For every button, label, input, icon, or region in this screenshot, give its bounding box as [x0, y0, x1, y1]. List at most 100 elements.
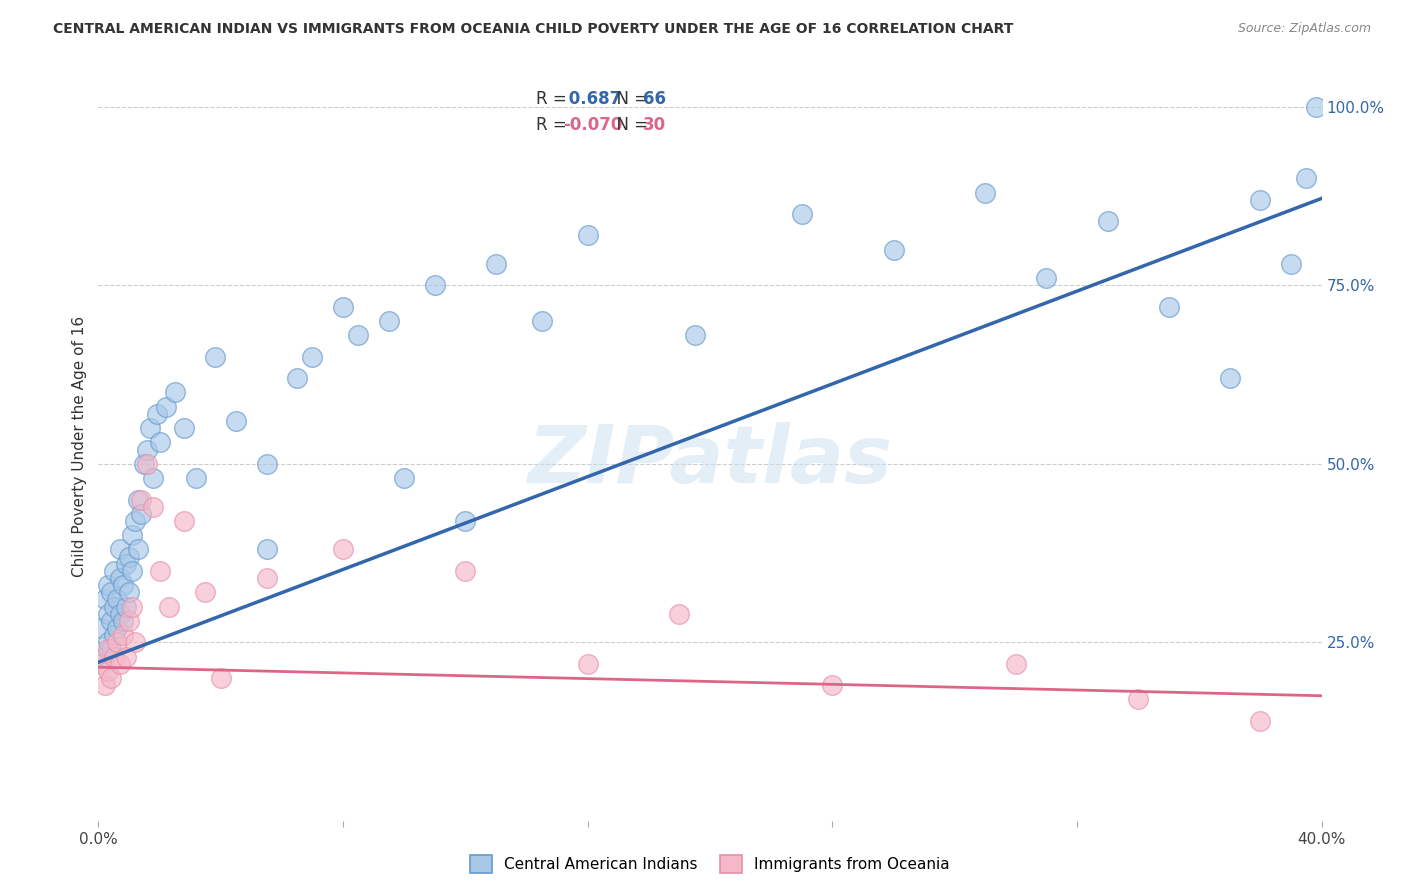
- Text: 30: 30: [643, 116, 666, 135]
- Point: [115, 557, 138, 571]
- Point: [576, 657, 599, 671]
- Point: [97, 578, 120, 592]
- Point: [1219, 371, 1241, 385]
- Point: [97, 635, 120, 649]
- Point: [108, 657, 131, 671]
- Point: [423, 278, 446, 293]
- Point: [1157, 300, 1180, 314]
- Point: [118, 585, 141, 599]
- Point: [108, 542, 131, 557]
- Point: [127, 492, 149, 507]
- Point: [332, 300, 354, 314]
- Point: [90, 657, 112, 671]
- Point: [105, 621, 128, 635]
- Point: [256, 571, 278, 585]
- Point: [108, 607, 131, 621]
- Point: [1305, 100, 1327, 114]
- Point: [149, 435, 172, 450]
- Point: [256, 542, 278, 557]
- Point: [100, 671, 122, 685]
- Point: [1004, 657, 1026, 671]
- Point: [118, 614, 141, 628]
- Point: [163, 385, 186, 400]
- Point: [821, 678, 844, 692]
- Point: [285, 371, 308, 385]
- Point: [103, 599, 125, 614]
- Text: Source: ZipAtlas.com: Source: ZipAtlas.com: [1237, 22, 1371, 36]
- Point: [136, 457, 159, 471]
- Point: [194, 585, 217, 599]
- Point: [103, 564, 125, 578]
- Text: ZIPatlas: ZIPatlas: [527, 422, 893, 500]
- Point: [142, 500, 165, 514]
- Point: [93, 678, 115, 692]
- Point: [576, 228, 599, 243]
- Point: [157, 599, 180, 614]
- Point: [121, 564, 143, 578]
- Point: [136, 442, 159, 457]
- Point: [225, 414, 247, 428]
- Point: [111, 628, 134, 642]
- Point: [883, 243, 905, 257]
- Point: [186, 471, 208, 485]
- Point: [485, 257, 508, 271]
- Point: [105, 635, 128, 649]
- Point: [124, 514, 146, 528]
- Point: [93, 649, 115, 664]
- Point: [790, 207, 813, 221]
- Point: [378, 314, 401, 328]
- Point: [97, 607, 120, 621]
- Point: [124, 635, 146, 649]
- Point: [105, 592, 128, 607]
- Point: [93, 592, 115, 607]
- Point: [100, 614, 122, 628]
- Point: [115, 649, 138, 664]
- Point: [90, 621, 112, 635]
- Point: [142, 471, 165, 485]
- Point: [209, 671, 232, 685]
- Point: [100, 642, 122, 657]
- Point: [454, 514, 477, 528]
- Text: 66: 66: [643, 90, 666, 108]
- Point: [256, 457, 278, 471]
- Point: [108, 571, 131, 585]
- Point: [1279, 257, 1302, 271]
- Legend: Central American Indians, Immigrants from Oceania: Central American Indians, Immigrants fro…: [463, 847, 957, 880]
- Point: [149, 564, 172, 578]
- Point: [1295, 171, 1317, 186]
- Point: [129, 507, 152, 521]
- Text: CENTRAL AMERICAN INDIAN VS IMMIGRANTS FROM OCEANIA CHILD POVERTY UNDER THE AGE O: CENTRAL AMERICAN INDIAN VS IMMIGRANTS FR…: [53, 22, 1014, 37]
- Point: [173, 514, 195, 528]
- Point: [134, 457, 156, 471]
- Point: [683, 328, 706, 343]
- Text: R =: R =: [536, 116, 572, 135]
- Point: [100, 585, 122, 599]
- Point: [97, 664, 120, 678]
- Point: [347, 328, 370, 343]
- Point: [1249, 193, 1271, 207]
- Point: [115, 599, 138, 614]
- Point: [1128, 692, 1150, 706]
- Point: [974, 186, 997, 200]
- Point: [454, 564, 477, 578]
- Point: [121, 528, 143, 542]
- Point: [1035, 271, 1057, 285]
- Point: [127, 542, 149, 557]
- Text: 0.687: 0.687: [564, 90, 621, 108]
- Text: R =: R =: [536, 90, 572, 108]
- Point: [145, 407, 167, 421]
- Text: N =: N =: [606, 90, 654, 108]
- Point: [111, 578, 134, 592]
- Point: [301, 350, 323, 364]
- Point: [1249, 714, 1271, 728]
- Point: [173, 421, 195, 435]
- Point: [129, 492, 152, 507]
- Point: [392, 471, 416, 485]
- Text: N =: N =: [606, 116, 654, 135]
- Point: [111, 614, 134, 628]
- Point: [1097, 214, 1119, 228]
- Point: [332, 542, 354, 557]
- Point: [103, 628, 125, 642]
- Point: [121, 599, 143, 614]
- Point: [204, 350, 226, 364]
